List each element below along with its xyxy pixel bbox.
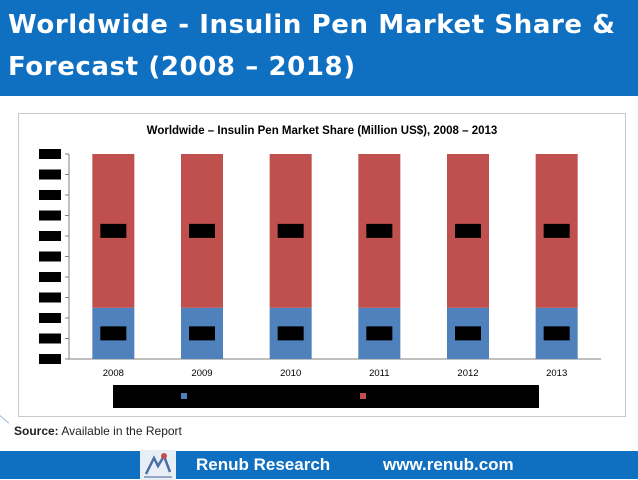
data-label-redacted <box>189 223 215 238</box>
footer-url[interactable]: www.renub.com <box>383 455 514 474</box>
y-tick-label-redacted <box>39 169 61 180</box>
x-tick-label: 2013 <box>546 368 567 379</box>
source-text: Available in the Report <box>61 424 182 438</box>
x-tick-label: 2010 <box>280 368 301 379</box>
y-tick-label-redacted <box>39 231 61 241</box>
y-tick-label-redacted <box>39 354 61 364</box>
page-title-line-2: Forecast (2008 – 2018) <box>8 52 356 82</box>
chart-frame: Worldwide – Insulin Pen Market Share (Mi… <box>18 113 626 417</box>
legend-swatch-series-2 <box>360 393 366 399</box>
data-label-redacted <box>543 223 570 238</box>
data-label-redacted <box>277 326 304 341</box>
footer-bar <box>0 451 638 479</box>
y-tick-label-redacted <box>39 190 61 200</box>
source-label: Source: <box>14 424 59 438</box>
data-label-redacted <box>543 326 570 341</box>
y-tick-label-redacted <box>39 210 61 221</box>
stacked-bar-chart: Worldwide – Insulin Pen Market Share (Mi… <box>39 125 601 408</box>
y-tick-label-redacted <box>39 149 61 159</box>
legend-box-redacted <box>113 385 539 408</box>
data-label-redacted <box>455 326 481 341</box>
x-tick-label: 2009 <box>191 368 212 379</box>
x-tick-label: 2012 <box>457 368 478 379</box>
legend-swatch-series-1 <box>181 393 187 399</box>
data-label-redacted <box>100 326 127 341</box>
page-title-line-1: Worldwide - Insulin Pen Market Share & <box>8 10 616 40</box>
data-label-redacted <box>277 223 304 238</box>
data-label-redacted <box>455 223 481 238</box>
data-label-redacted <box>366 326 393 341</box>
renub-logo-icon <box>140 450 176 480</box>
chart-title: Worldwide – Insulin Pen Market Share (Mi… <box>147 125 498 137</box>
y-tick-label-redacted <box>39 313 61 323</box>
x-tick-label: 2011 <box>369 368 389 379</box>
title-bar: Worldwide - Insulin Pen Market Share & F… <box>0 0 638 96</box>
y-tick-label-redacted <box>39 272 61 282</box>
y-tick-label-redacted <box>39 251 61 262</box>
decorative-line <box>0 415 10 424</box>
y-tick-label-redacted <box>39 292 61 303</box>
y-tick-label-redacted <box>39 333 61 344</box>
source-note: Source: Available in the Report <box>14 424 182 438</box>
data-label-redacted <box>189 326 215 341</box>
data-label-redacted <box>366 223 393 238</box>
x-tick-label: 2008 <box>103 368 124 379</box>
footer-company: Renub Research <box>196 455 331 474</box>
data-label-redacted <box>100 223 127 238</box>
